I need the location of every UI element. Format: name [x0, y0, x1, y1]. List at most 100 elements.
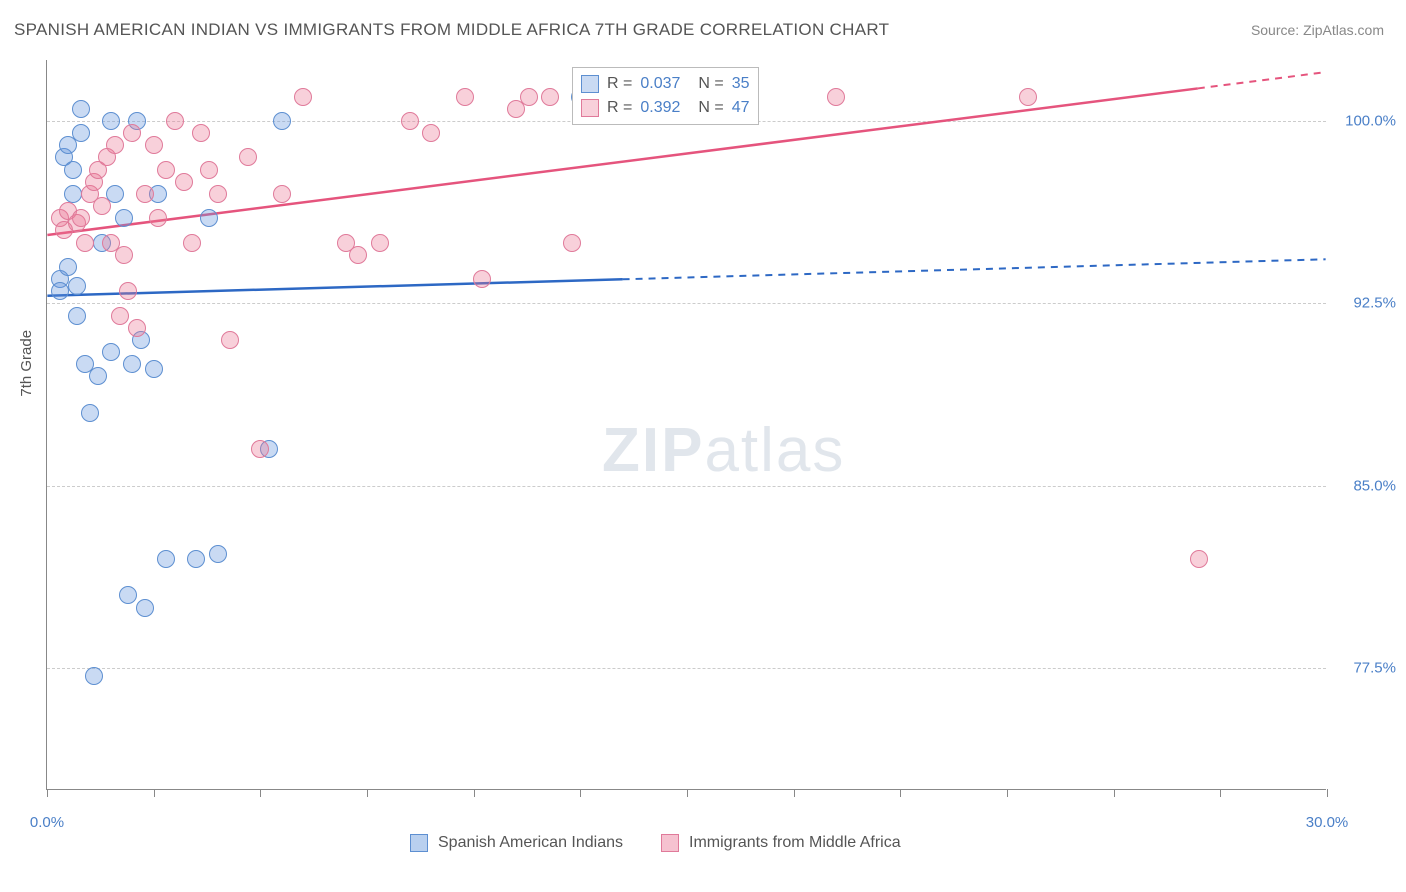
- data-point: [81, 404, 99, 422]
- x-tick: [900, 789, 901, 797]
- legend-bottom: Spanish American IndiansImmigrants from …: [410, 834, 929, 852]
- legend-swatch: [581, 99, 599, 117]
- data-point: [209, 545, 227, 563]
- data-point: [119, 586, 137, 604]
- data-point: [520, 88, 538, 106]
- y-tick-label: 77.5%: [1353, 660, 1396, 677]
- data-point: [371, 234, 389, 252]
- data-point: [401, 112, 419, 130]
- data-point: [59, 258, 77, 276]
- data-point: [64, 185, 82, 203]
- data-point: [157, 550, 175, 568]
- n-value: 35: [732, 72, 750, 96]
- x-tick: [154, 789, 155, 797]
- legend-stats-row: R = 0.392N = 47: [581, 96, 750, 120]
- plot-area: 77.5%85.0%92.5%100.0%0.0%30.0%ZIPatlasR …: [46, 60, 1326, 790]
- r-label: R =: [607, 96, 632, 120]
- data-point: [183, 234, 201, 252]
- data-point: [102, 343, 120, 361]
- x-tick: [474, 789, 475, 797]
- data-point: [89, 367, 107, 385]
- x-tick: [1327, 789, 1328, 797]
- gridline: [47, 486, 1326, 487]
- x-tick-label: 0.0%: [30, 814, 64, 831]
- data-point: [273, 112, 291, 130]
- data-point: [136, 185, 154, 203]
- data-point: [111, 307, 129, 325]
- data-point: [68, 307, 86, 325]
- data-point: [149, 209, 167, 227]
- legend-swatch: [410, 834, 428, 852]
- data-point: [64, 161, 82, 179]
- n-label: N =: [698, 96, 723, 120]
- gridline: [47, 303, 1326, 304]
- data-point: [187, 550, 205, 568]
- data-point: [221, 331, 239, 349]
- x-tick: [47, 789, 48, 797]
- x-tick: [794, 789, 795, 797]
- data-point: [76, 234, 94, 252]
- data-point: [136, 599, 154, 617]
- r-label: R =: [607, 72, 632, 96]
- data-point: [157, 161, 175, 179]
- data-point: [456, 88, 474, 106]
- x-tick: [260, 789, 261, 797]
- legend-series-label: Spanish American Indians: [438, 834, 623, 852]
- data-point: [85, 667, 103, 685]
- x-tick: [367, 789, 368, 797]
- x-tick: [1220, 789, 1221, 797]
- data-point: [106, 136, 124, 154]
- n-label: N =: [698, 72, 723, 96]
- data-point: [68, 277, 86, 295]
- legend-stats-box: R = 0.037N = 35R = 0.392N = 47: [572, 67, 759, 125]
- legend-stats-row: R = 0.037 N = 35: [581, 72, 750, 96]
- x-tick: [1007, 789, 1008, 797]
- data-point: [123, 355, 141, 373]
- data-point: [209, 185, 227, 203]
- data-point: [145, 136, 163, 154]
- data-point: [166, 112, 184, 130]
- data-point: [200, 209, 218, 227]
- y-tick-label: 85.0%: [1353, 477, 1396, 494]
- data-point: [192, 124, 210, 142]
- data-point: [115, 246, 133, 264]
- gridline: [47, 668, 1326, 669]
- data-point: [72, 209, 90, 227]
- data-point: [93, 197, 111, 215]
- legend-swatch: [661, 834, 679, 852]
- chart-title: SPANISH AMERICAN INDIAN VS IMMIGRANTS FR…: [14, 20, 889, 40]
- legend-swatch: [581, 75, 599, 93]
- data-point: [827, 88, 845, 106]
- data-point: [51, 282, 69, 300]
- data-point: [541, 88, 559, 106]
- watermark: ZIPatlas: [602, 415, 845, 486]
- data-point: [349, 246, 367, 264]
- data-point: [200, 161, 218, 179]
- chart-container: SPANISH AMERICAN INDIAN VS IMMIGRANTS FR…: [0, 0, 1406, 892]
- data-point: [128, 319, 146, 337]
- data-point: [239, 148, 257, 166]
- data-point: [102, 112, 120, 130]
- x-tick-label: 30.0%: [1306, 814, 1349, 831]
- data-point: [251, 440, 269, 458]
- x-tick: [687, 789, 688, 797]
- y-tick-label: 100.0%: [1345, 112, 1396, 129]
- data-point: [145, 360, 163, 378]
- r-value: 0.392: [640, 96, 680, 120]
- source-attribution: Source: ZipAtlas.com: [1251, 22, 1384, 38]
- x-tick: [580, 789, 581, 797]
- data-point: [72, 100, 90, 118]
- y-axis-label: 7th Grade: [18, 330, 35, 397]
- data-point: [294, 88, 312, 106]
- r-value: 0.037: [640, 72, 680, 96]
- data-point: [473, 270, 491, 288]
- trend-lines: [47, 60, 1326, 789]
- data-point: [422, 124, 440, 142]
- data-point: [72, 124, 90, 142]
- data-point: [175, 173, 193, 191]
- data-point: [563, 234, 581, 252]
- y-tick-label: 92.5%: [1353, 295, 1396, 312]
- data-point: [115, 209, 133, 227]
- data-point: [1019, 88, 1037, 106]
- x-tick: [1114, 789, 1115, 797]
